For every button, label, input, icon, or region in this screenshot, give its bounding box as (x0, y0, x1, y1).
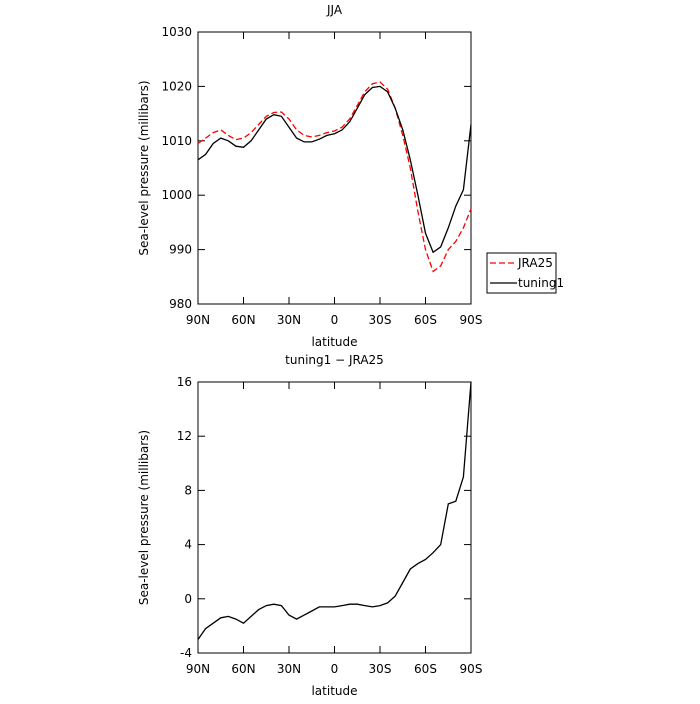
y-tick-label: 1010 (161, 134, 192, 148)
chart-title: tuning1 − JRA25 (285, 353, 384, 367)
y-tick-label: 8 (184, 483, 192, 497)
y-tick-label: 980 (169, 297, 192, 311)
y-tick-label: 1020 (161, 79, 192, 93)
y-tick-label: 0 (184, 592, 192, 606)
x-tick-label: 90N (186, 662, 210, 676)
legend-label: tuning1 (518, 276, 564, 290)
y-axis-label: Sea-level pressure (millibars) (137, 430, 151, 605)
x-axis-label: latitude (311, 335, 357, 349)
legend-label: JRA25 (517, 256, 553, 270)
y-tick-label: -4 (180, 646, 192, 660)
x-tick-label: 60S (414, 313, 437, 327)
x-tick-label: 30S (369, 662, 392, 676)
data-line (197, 381, 472, 640)
y-tick-label: 4 (184, 538, 192, 552)
y-tick-label: 12 (177, 429, 192, 443)
x-tick-label: 90S (460, 313, 483, 327)
x-tick-label: 90S (460, 662, 483, 676)
x-tick-label: 30N (277, 662, 301, 676)
x-tick-label: 30N (277, 313, 301, 327)
y-tick-label: 1000 (161, 188, 192, 202)
data-line (197, 81, 472, 273)
x-tick-label: 60S (414, 662, 437, 676)
y-tick-label: 1030 (161, 25, 192, 39)
chart-title: JJA (326, 3, 343, 17)
x-tick-label: 60N (231, 313, 255, 327)
legend-box (486, 252, 557, 294)
x-axis-label: latitude (311, 684, 357, 698)
data-line (197, 85, 472, 254)
y-tick-label: 990 (169, 243, 192, 257)
y-tick-label: 16 (177, 375, 192, 389)
x-tick-label: 0 (331, 662, 339, 676)
plot-frame (197, 381, 472, 654)
x-tick-label: 30S (369, 313, 392, 327)
x-tick-label: 0 (331, 313, 339, 327)
x-tick-label: 60N (231, 662, 255, 676)
x-tick-label: 90N (186, 313, 210, 327)
y-axis-label: Sea-level pressure (millibars) (137, 80, 151, 255)
